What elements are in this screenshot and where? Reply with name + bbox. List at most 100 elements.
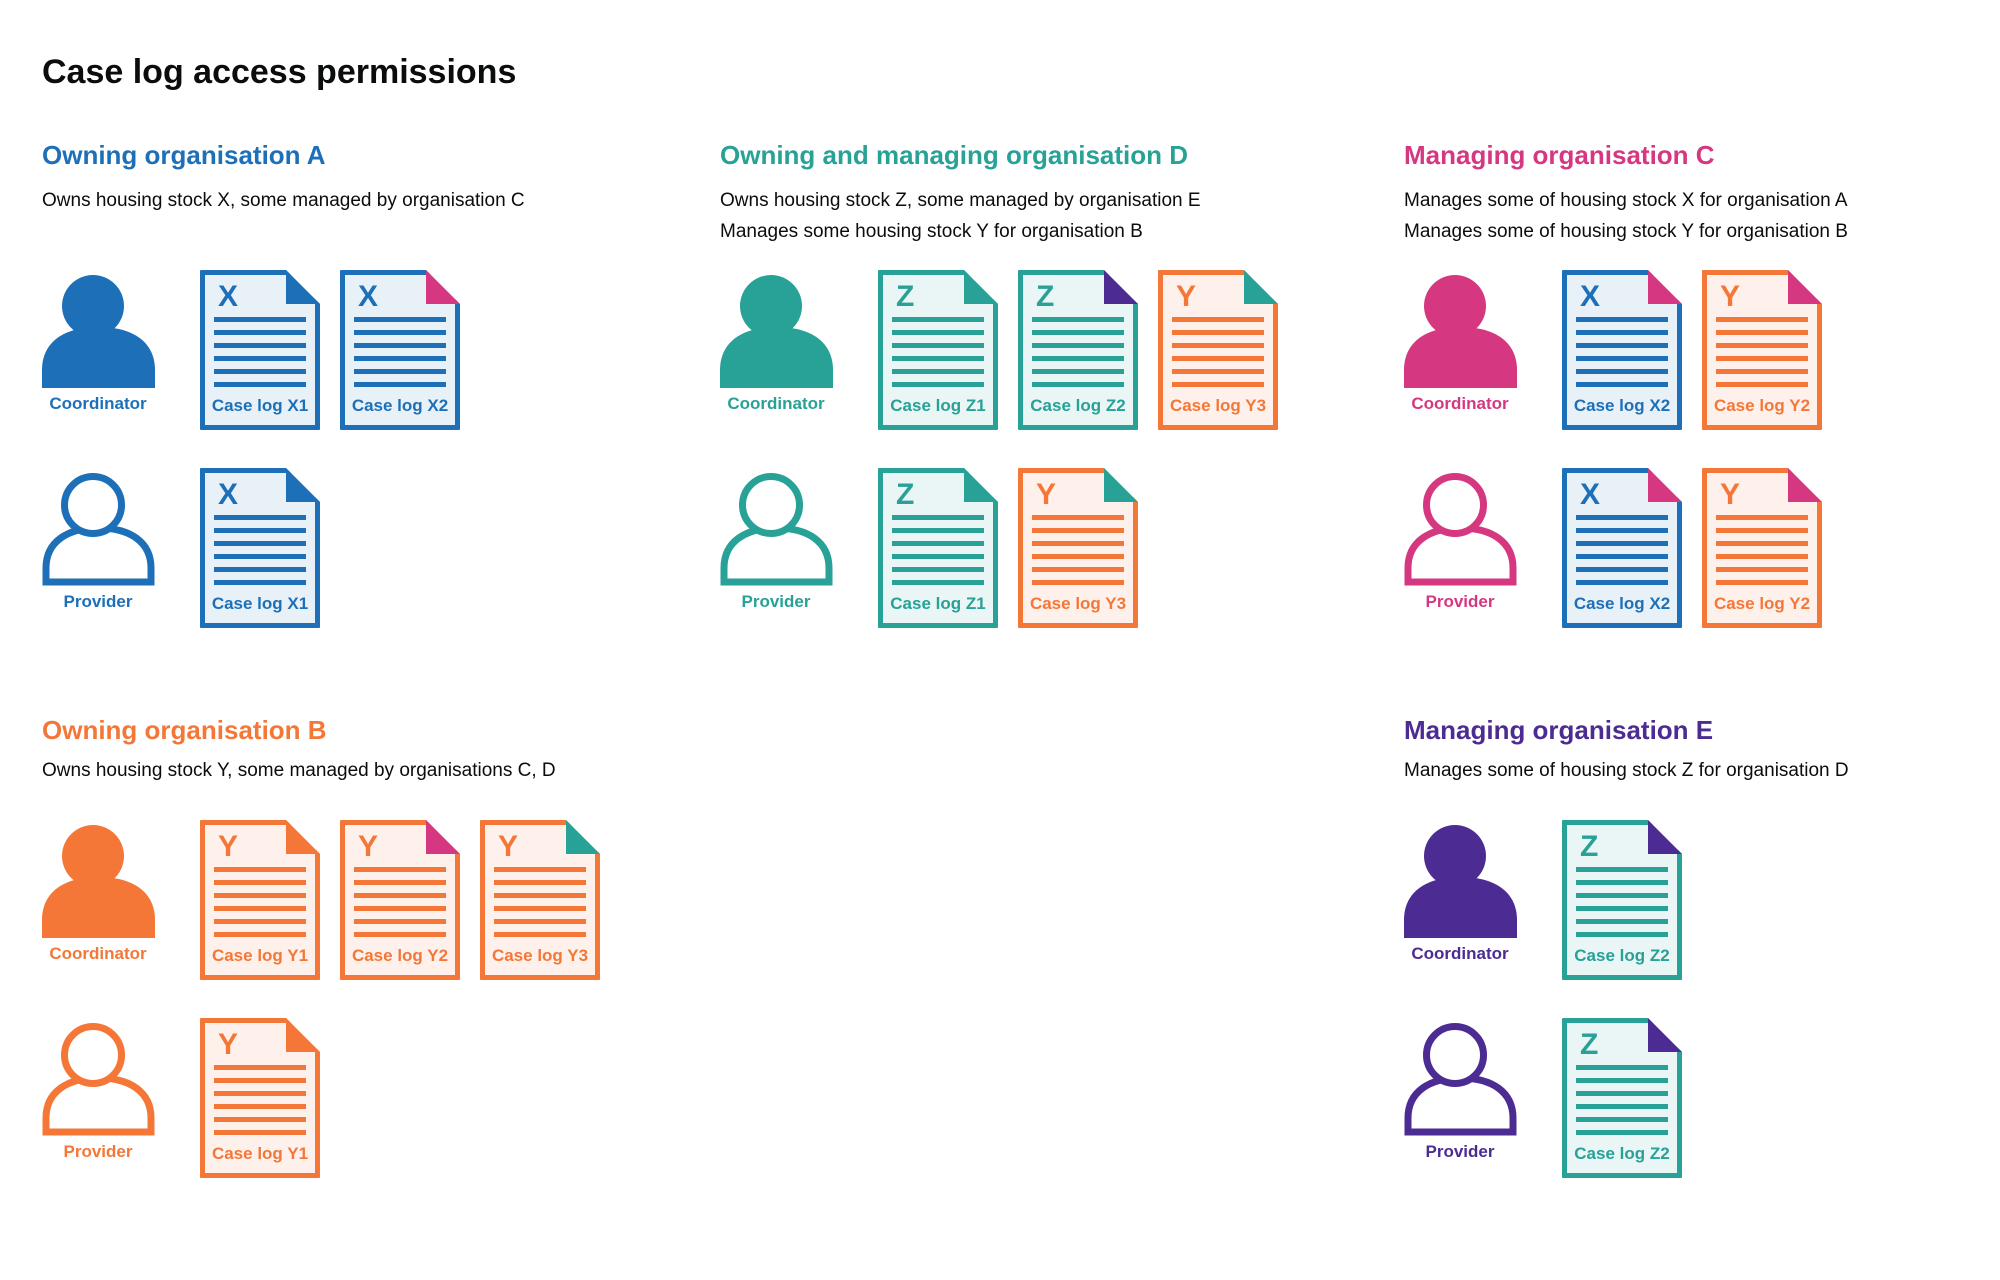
document-text-line bbox=[354, 369, 446, 374]
provider-label: Provider bbox=[63, 592, 133, 611]
document-text-lines bbox=[1576, 867, 1668, 945]
document-text-line bbox=[214, 893, 306, 898]
document-text-line bbox=[1172, 369, 1264, 374]
document-label: Case log Z2 bbox=[1574, 946, 1670, 965]
document-stock-letter: Z bbox=[896, 280, 915, 313]
coordinator: Coordinator bbox=[42, 820, 155, 980]
document-text-line bbox=[214, 867, 306, 872]
document-text-lines bbox=[1032, 515, 1124, 593]
document-text-line bbox=[1576, 906, 1668, 911]
document-stock-letter: Y bbox=[1036, 478, 1057, 511]
document-label: Case log X1 bbox=[211, 594, 309, 613]
document-text-line bbox=[1716, 580, 1808, 585]
document-text-line bbox=[1576, 580, 1668, 585]
document-text-line bbox=[892, 541, 984, 546]
page-title: Case log access permissions bbox=[42, 52, 517, 91]
document-text-line bbox=[1576, 893, 1668, 898]
document-text-line bbox=[494, 880, 586, 885]
document-text-line bbox=[1576, 1078, 1668, 1083]
coordinator: Coordinator bbox=[1404, 820, 1517, 980]
case-log-document: Y Case log Y1 bbox=[200, 1018, 320, 1178]
document-text-line bbox=[1032, 343, 1124, 348]
document-text-line bbox=[1576, 1104, 1668, 1109]
coordinator-row: Coordinator Y Case log Y1 Y Case log Y2 Y Case… bbox=[42, 820, 702, 980]
corner-fold-icon bbox=[426, 820, 460, 854]
document-text-line bbox=[1032, 317, 1124, 322]
document-label: Case log X2 bbox=[1573, 396, 1671, 415]
document-stock-letter: Z bbox=[1580, 830, 1599, 863]
case-log-document: X Case log X1 bbox=[200, 468, 320, 628]
document-text-line bbox=[214, 580, 306, 585]
coordinator-row: Coordinator X Case log X2 Y Case log Y2 bbox=[1404, 270, 2000, 430]
document-text-line bbox=[892, 515, 984, 520]
document-text-line bbox=[1032, 541, 1124, 546]
document-stock-letter: X bbox=[218, 478, 239, 511]
document-text-lines bbox=[354, 317, 446, 395]
document-text-line bbox=[1716, 554, 1808, 559]
provider-row: Provider Z Case log Z1 Y Case log Y3 bbox=[720, 468, 1380, 628]
description-line: Owns housing stock Y, some managed by or… bbox=[42, 760, 556, 781]
document-text-line bbox=[1032, 567, 1124, 572]
case-log-document: Y Case log Y2 bbox=[1702, 270, 1822, 430]
section-title-org-a: Owning organisation A bbox=[42, 140, 326, 170]
description-line: Manages some of housing stock Z for orga… bbox=[1404, 760, 1849, 781]
document-text-line bbox=[354, 343, 446, 348]
corner-fold-icon bbox=[1788, 468, 1822, 502]
document-text-line bbox=[892, 567, 984, 572]
case-log-document: X Case log X2 bbox=[1562, 468, 1682, 628]
document-text-line bbox=[1576, 867, 1668, 872]
provider-row: Provider Z Case log Z2 bbox=[1404, 1018, 2000, 1178]
document-text-line bbox=[214, 1065, 306, 1070]
description-line: Manages some of housing stock X for orga… bbox=[1404, 190, 1848, 211]
document-text-line bbox=[494, 906, 586, 911]
document-text-line bbox=[494, 932, 586, 937]
document-text-line bbox=[214, 906, 306, 911]
coordinator-label: Coordinator bbox=[49, 944, 147, 963]
document-text-line bbox=[494, 893, 586, 898]
document-label: Case log Y3 bbox=[1029, 594, 1127, 613]
document-text-lines bbox=[1576, 317, 1668, 395]
case-log-document: X Case log X1 bbox=[200, 270, 320, 430]
case-log-document: X Case log X2 bbox=[1562, 270, 1682, 430]
document-text-line bbox=[214, 554, 306, 559]
coordinator-label: Coordinator bbox=[1411, 944, 1509, 963]
document-text-line bbox=[1576, 515, 1668, 520]
document-text-line bbox=[214, 382, 306, 387]
document-text-line bbox=[214, 541, 306, 546]
document-text-line bbox=[1032, 580, 1124, 585]
corner-fold-icon bbox=[964, 468, 998, 502]
document-text-line bbox=[1576, 1065, 1668, 1070]
document-label: Case log X2 bbox=[351, 396, 449, 415]
coordinator-label: Coordinator bbox=[1411, 394, 1509, 413]
document-stock-letter: X bbox=[1580, 478, 1601, 511]
document-text-line bbox=[214, 1104, 306, 1109]
document-stock-letter: X bbox=[218, 280, 239, 313]
document-text-line bbox=[1032, 528, 1124, 533]
document-text-lines bbox=[1576, 515, 1668, 593]
document-text-lines bbox=[354, 867, 446, 945]
document-text-line bbox=[214, 356, 306, 361]
document-text-line bbox=[1172, 382, 1264, 387]
document-text-line bbox=[214, 317, 306, 322]
document-text-lines bbox=[214, 867, 306, 945]
document-text-line bbox=[1716, 356, 1808, 361]
provider: Provider bbox=[1404, 1018, 1517, 1178]
section-title-org-d: Owning and managing organisation D bbox=[720, 140, 1189, 170]
provider: Provider bbox=[720, 468, 833, 628]
document-text-line bbox=[892, 369, 984, 374]
document-text-line bbox=[1032, 356, 1124, 361]
document-text-line bbox=[214, 1078, 306, 1083]
document-text-line bbox=[214, 528, 306, 533]
document-label: Case log Y3 bbox=[1169, 396, 1267, 415]
document-text-line bbox=[1032, 369, 1124, 374]
document-text-lines bbox=[892, 317, 984, 395]
provider: Provider bbox=[42, 468, 155, 628]
coordinator-label: Coordinator bbox=[727, 394, 825, 413]
document-stock-letter: X bbox=[358, 280, 379, 313]
document-text-line bbox=[1032, 330, 1124, 335]
document-label: Case log Y2 bbox=[351, 946, 449, 965]
document-text-line bbox=[1716, 317, 1808, 322]
corner-fold-icon bbox=[1648, 270, 1682, 304]
document-label: Case log Z1 bbox=[890, 396, 986, 415]
document-text-lines bbox=[1032, 317, 1124, 395]
